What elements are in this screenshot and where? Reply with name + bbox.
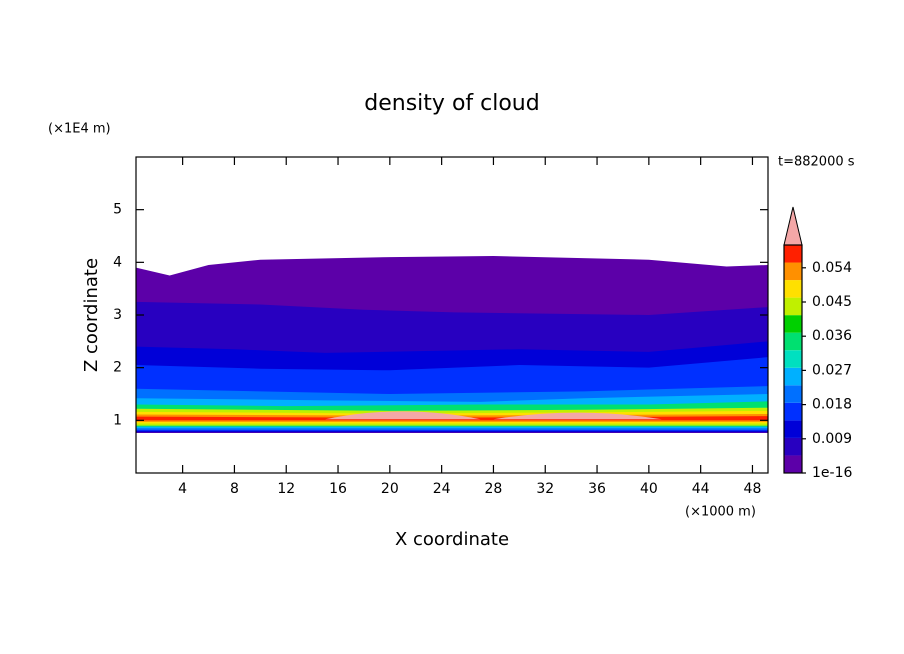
colorbar-tick-label: 0.045 xyxy=(812,294,852,310)
colorbar-band xyxy=(784,332,802,351)
x-tick-label: 36 xyxy=(588,481,606,497)
colorbar-band xyxy=(784,297,802,316)
x-tick-label: 8 xyxy=(230,481,239,497)
colorbar-band xyxy=(784,245,802,263)
x-tick-label: 12 xyxy=(277,481,295,497)
y-tick-label: 3 xyxy=(113,307,122,323)
x-tick-label: 20 xyxy=(381,481,399,497)
colorbar-tick-label: 0.036 xyxy=(812,328,852,344)
y-tick-label: 4 xyxy=(113,254,122,270)
contour-peak xyxy=(325,411,481,420)
colorbar-band xyxy=(784,315,802,333)
colorbar-band xyxy=(784,367,802,386)
y-axis-label: Z coordinate xyxy=(81,258,102,372)
colorbar-frame xyxy=(783,244,803,474)
x-unit: (×1000 m) xyxy=(685,505,756,520)
colorbar-tick-label: 0.009 xyxy=(812,431,852,447)
x-tick-label: 16 xyxy=(329,481,347,497)
colorbar-band xyxy=(784,420,802,438)
colorbar-band xyxy=(784,402,802,421)
x-tick-label: 24 xyxy=(433,481,451,497)
x-axis-label: X coordinate xyxy=(395,529,509,550)
colorbar-tick-label: 0.027 xyxy=(812,362,852,378)
y-tick-label: 1 xyxy=(113,412,122,428)
y-tick-label: 2 xyxy=(113,360,122,376)
colorbar-tick-label: 0.054 xyxy=(812,260,852,276)
x-tick-label: 40 xyxy=(640,481,658,497)
colorbar-tick-label: 1e-16 xyxy=(812,465,852,481)
colorbar-band xyxy=(784,455,802,473)
contour-peak xyxy=(493,412,662,420)
x-tick-label: 44 xyxy=(692,481,710,497)
colorbar-band xyxy=(784,385,802,403)
x-tick-label: 32 xyxy=(536,481,554,497)
y-tick-label: 5 xyxy=(113,202,122,218)
colorbar-band xyxy=(784,262,802,281)
x-tick-label: 4 xyxy=(178,481,187,497)
colorbar-band xyxy=(784,350,802,368)
x-tick-label: 48 xyxy=(744,481,762,497)
colorbar-band xyxy=(784,280,802,298)
time-label: t=882000 s xyxy=(778,155,855,170)
x-tick-label: 28 xyxy=(485,481,503,497)
colorbar-band xyxy=(784,437,802,456)
colorbar-tick-label: 0.018 xyxy=(812,397,852,413)
y-unit: (×1E4 m) xyxy=(48,122,111,137)
chart-title: density of cloud xyxy=(364,91,539,116)
contour-field xyxy=(136,256,768,433)
